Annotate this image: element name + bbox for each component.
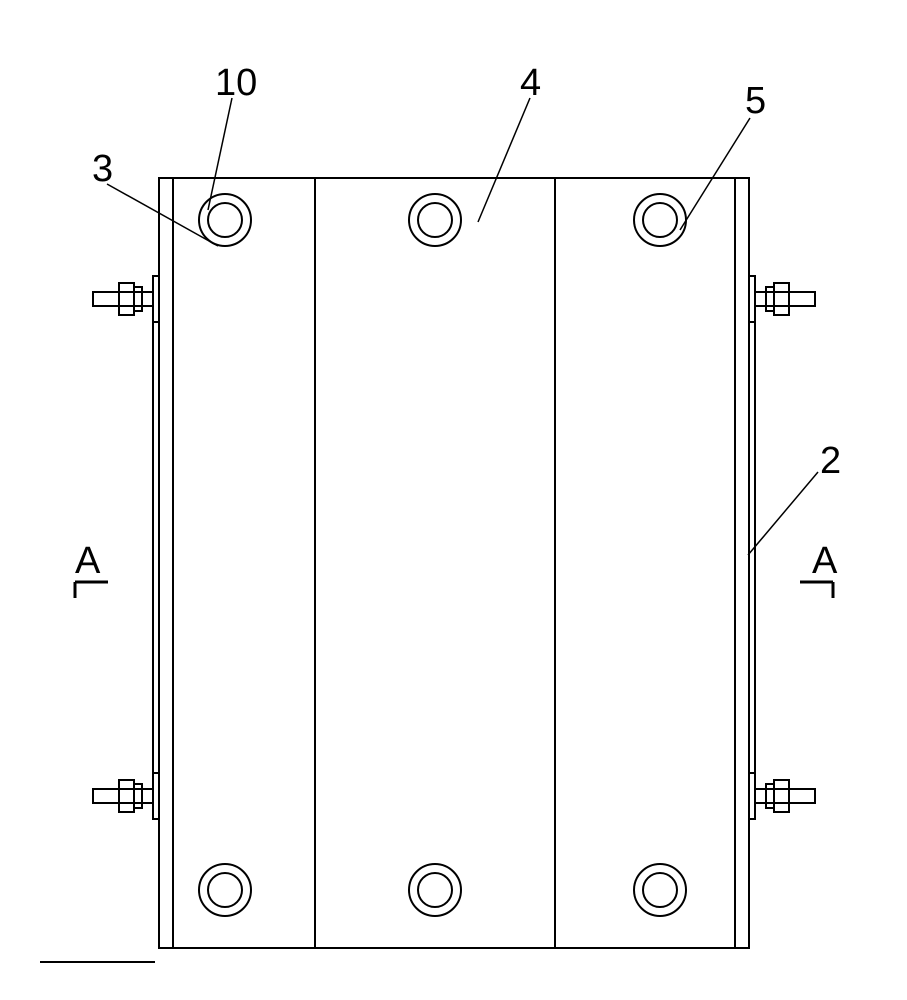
bolt-hole-inner: [418, 873, 452, 907]
bolt-hole-inner: [418, 203, 452, 237]
engineering-drawing: [0, 0, 907, 1000]
section-mark-a-left: [75, 582, 108, 598]
outer-plate: [159, 178, 749, 948]
callout-label-3: 3: [92, 148, 113, 191]
bolt-hole-outer: [409, 864, 461, 916]
callout-label-2: 2: [820, 440, 841, 483]
bolt-hole-outer: [199, 194, 251, 246]
leader-line-10: [208, 98, 232, 210]
leader-line-4: [478, 98, 530, 222]
section-label-a-right: A: [812, 540, 837, 583]
section-mark-a-right: [800, 582, 833, 598]
bolt-hole-outer: [409, 194, 461, 246]
leader-line-5: [680, 118, 750, 230]
callout-label-10: 10: [215, 62, 257, 105]
side-bolt-left-upper: [93, 276, 159, 322]
section-label-a-left: A: [75, 540, 100, 583]
bolt-hole-outer: [634, 864, 686, 916]
bolt-hole-inner: [643, 203, 677, 237]
bolt-hole-inner: [643, 873, 677, 907]
bolt-hole-inner: [208, 873, 242, 907]
bolt-hole-outer: [199, 864, 251, 916]
leader-line-2: [748, 472, 818, 555]
callout-label-4: 4: [520, 62, 541, 105]
callout-label-5: 5: [745, 80, 766, 123]
side-bolt-right-upper: [749, 276, 815, 322]
bolt-hole-outer: [634, 194, 686, 246]
side-bolt-left-lower: [93, 773, 159, 819]
leader-line-3: [107, 184, 218, 246]
bolt-hole-inner: [208, 203, 242, 237]
side-bolt-right-lower: [749, 773, 815, 819]
